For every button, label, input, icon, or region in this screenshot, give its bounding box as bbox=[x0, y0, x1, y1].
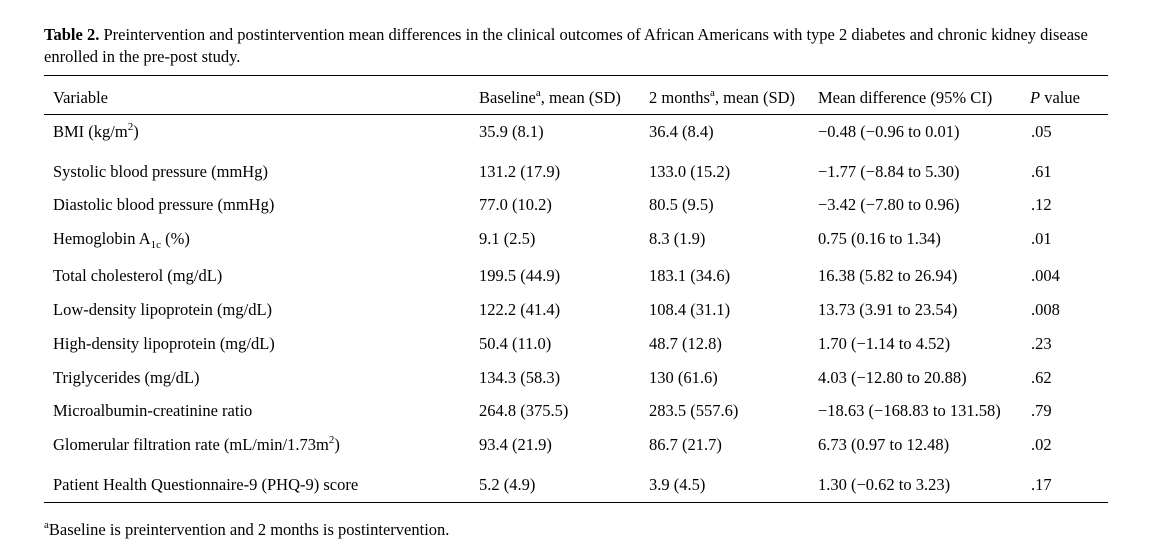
cell-mean-difference: 16.38 (5.82 to 26.94) bbox=[818, 266, 958, 285]
cell-baseline: 131.2 (17.9) bbox=[479, 162, 561, 181]
cell-mean-difference: −1.77 (−8.84 to 5.30) bbox=[818, 162, 960, 181]
header-baseline: Baselinea, mean (SD) bbox=[479, 87, 621, 108]
cell-baseline: 93.4 (21.9) bbox=[479, 435, 552, 454]
header-p-value: P value bbox=[1030, 88, 1080, 107]
cell-p-value: .79 bbox=[1031, 401, 1052, 420]
table-label: Table 2. bbox=[44, 25, 100, 44]
cell-mean-difference: 4.03 (−12.80 to 20.88) bbox=[818, 368, 967, 387]
cell-variable: Patient Health Questionnaire-9 (PHQ-9) s… bbox=[53, 475, 359, 494]
cell-p-value: .62 bbox=[1031, 368, 1052, 387]
cell-p-value: .05 bbox=[1031, 122, 1052, 141]
cell-2-months: 36.4 (8.4) bbox=[649, 122, 714, 141]
cell-p-value: .02 bbox=[1031, 435, 1052, 454]
cell-p-value: .01 bbox=[1031, 229, 1052, 248]
cell-2-months: 86.7 (21.7) bbox=[649, 435, 722, 454]
cell-2-months: 80.5 (9.5) bbox=[649, 195, 714, 214]
header-rule bbox=[44, 114, 1108, 115]
cell-baseline: 199.5 (44.9) bbox=[479, 266, 561, 285]
cell-baseline: 264.8 (375.5) bbox=[479, 401, 569, 420]
cell-variable: Low-density lipoprotein (mg/dL) bbox=[53, 300, 273, 319]
cell-2-months: 48.7 (12.8) bbox=[649, 334, 722, 353]
cell-variable: High-density lipoprotein (mg/dL) bbox=[53, 334, 275, 353]
cell-baseline: 134.3 (58.3) bbox=[479, 368, 561, 387]
cell-baseline: 9.1 (2.5) bbox=[479, 229, 536, 248]
cell-variable: Glomerular filtration rate (mL/min/1.73m… bbox=[53, 434, 340, 455]
header-variable: Variable bbox=[53, 88, 108, 107]
header-mean-difference: Mean difference (95% CI) bbox=[818, 88, 993, 107]
cell-variable: Diastolic blood pressure (mmHg) bbox=[53, 195, 275, 214]
cell-baseline: 77.0 (10.2) bbox=[479, 195, 552, 214]
cell-mean-difference: 0.75 (0.16 to 1.34) bbox=[818, 229, 941, 248]
top-rule bbox=[44, 75, 1108, 76]
cell-variable: Hemoglobin A1c (%) bbox=[53, 229, 190, 251]
header-2-months: 2 monthsa, mean (SD) bbox=[649, 87, 796, 108]
cell-mean-difference: 6.73 (0.97 to 12.48) bbox=[818, 435, 950, 454]
cell-baseline: 50.4 (11.0) bbox=[479, 334, 552, 353]
cell-p-value: .12 bbox=[1031, 195, 1052, 214]
cell-2-months: 133.0 (15.2) bbox=[649, 162, 731, 181]
cell-2-months: 108.4 (31.1) bbox=[649, 300, 731, 319]
cell-p-value: .17 bbox=[1031, 475, 1052, 494]
cell-variable: BMI (kg/m2) bbox=[53, 121, 139, 142]
table-footnote: aBaseline is preintervention and 2 month… bbox=[44, 519, 450, 540]
cell-2-months: 8.3 (1.9) bbox=[649, 229, 706, 248]
cell-2-months: 130 (61.6) bbox=[649, 368, 718, 387]
cell-mean-difference: 13.73 (3.91 to 23.54) bbox=[818, 300, 958, 319]
table-caption-text: Preintervention and postintervention mea… bbox=[44, 25, 1088, 66]
cell-mean-difference: −18.63 (−168.83 to 131.58) bbox=[818, 401, 1001, 420]
cell-p-value: .23 bbox=[1031, 334, 1052, 353]
cell-2-months: 283.5 (557.6) bbox=[649, 401, 739, 420]
cell-mean-difference: −0.48 (−0.96 to 0.01) bbox=[818, 122, 960, 141]
cell-baseline: 35.9 (8.1) bbox=[479, 122, 544, 141]
cell-baseline: 5.2 (4.9) bbox=[479, 475, 536, 494]
cell-variable: Systolic blood pressure (mmHg) bbox=[53, 162, 268, 181]
table-caption: Table 2. Preintervention and postinterve… bbox=[44, 24, 1119, 68]
cell-p-value: .004 bbox=[1031, 266, 1060, 285]
cell-mean-difference: 1.30 (−0.62 to 3.23) bbox=[818, 475, 951, 494]
cell-variable: Triglycerides (mg/dL) bbox=[53, 368, 200, 387]
cell-p-value: .61 bbox=[1031, 162, 1052, 181]
cell-mean-difference: −3.42 (−7.80 to 0.96) bbox=[818, 195, 960, 214]
cell-p-value: .008 bbox=[1031, 300, 1060, 319]
cell-mean-difference: 1.70 (−1.14 to 4.52) bbox=[818, 334, 951, 353]
cell-baseline: 122.2 (41.4) bbox=[479, 300, 561, 319]
cell-variable: Total cholesterol (mg/dL) bbox=[53, 266, 223, 285]
cell-2-months: 3.9 (4.5) bbox=[649, 475, 706, 494]
cell-variable: Microalbumin-creatinine ratio bbox=[53, 401, 253, 420]
bottom-rule bbox=[44, 502, 1108, 503]
cell-2-months: 183.1 (34.6) bbox=[649, 266, 731, 285]
